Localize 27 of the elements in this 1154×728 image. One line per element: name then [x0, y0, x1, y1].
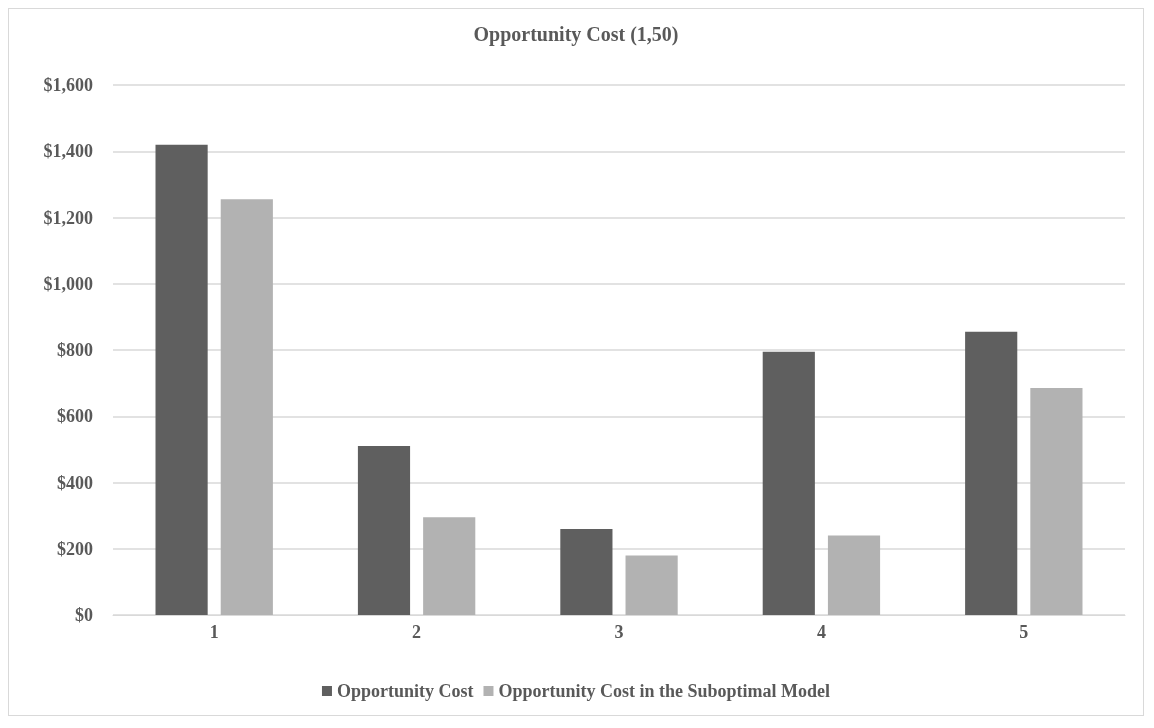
x-tick-label: 4 [816, 622, 826, 642]
y-tick-label: $800 [57, 340, 93, 360]
bar [965, 331, 1018, 615]
y-tick-label: $1,000 [43, 273, 93, 294]
y-tick-label: $400 [57, 472, 93, 493]
bar [827, 535, 881, 615]
bar [1030, 388, 1083, 615]
x-tick-label: 2 [412, 622, 422, 642]
x-tick-label: 5 [1019, 622, 1029, 642]
bar [625, 555, 678, 615]
y-tick-label: $1,400 [43, 141, 93, 162]
y-tick-label: $600 [57, 406, 93, 427]
y-tick-label: $1,200 [43, 207, 93, 228]
y-tick-label: $0 [75, 605, 93, 625]
legend-label: Opportunity Cost [336, 681, 474, 701]
bar [423, 517, 476, 615]
legend-label: Opportunity Cost in the Suboptimal Model [498, 681, 831, 701]
x-tick-label: 1 [209, 622, 219, 642]
chart-title: Opportunity Cost (1,50) [473, 23, 679, 46]
y-tick-label: $200 [57, 538, 93, 559]
x-tick-label: 3 [614, 622, 624, 642]
y-tick-label: $1,600 [43, 75, 93, 95]
bar [762, 351, 815, 615]
bar [220, 199, 273, 615]
bar [357, 446, 411, 615]
bar [155, 144, 208, 615]
bar [560, 528, 613, 615]
